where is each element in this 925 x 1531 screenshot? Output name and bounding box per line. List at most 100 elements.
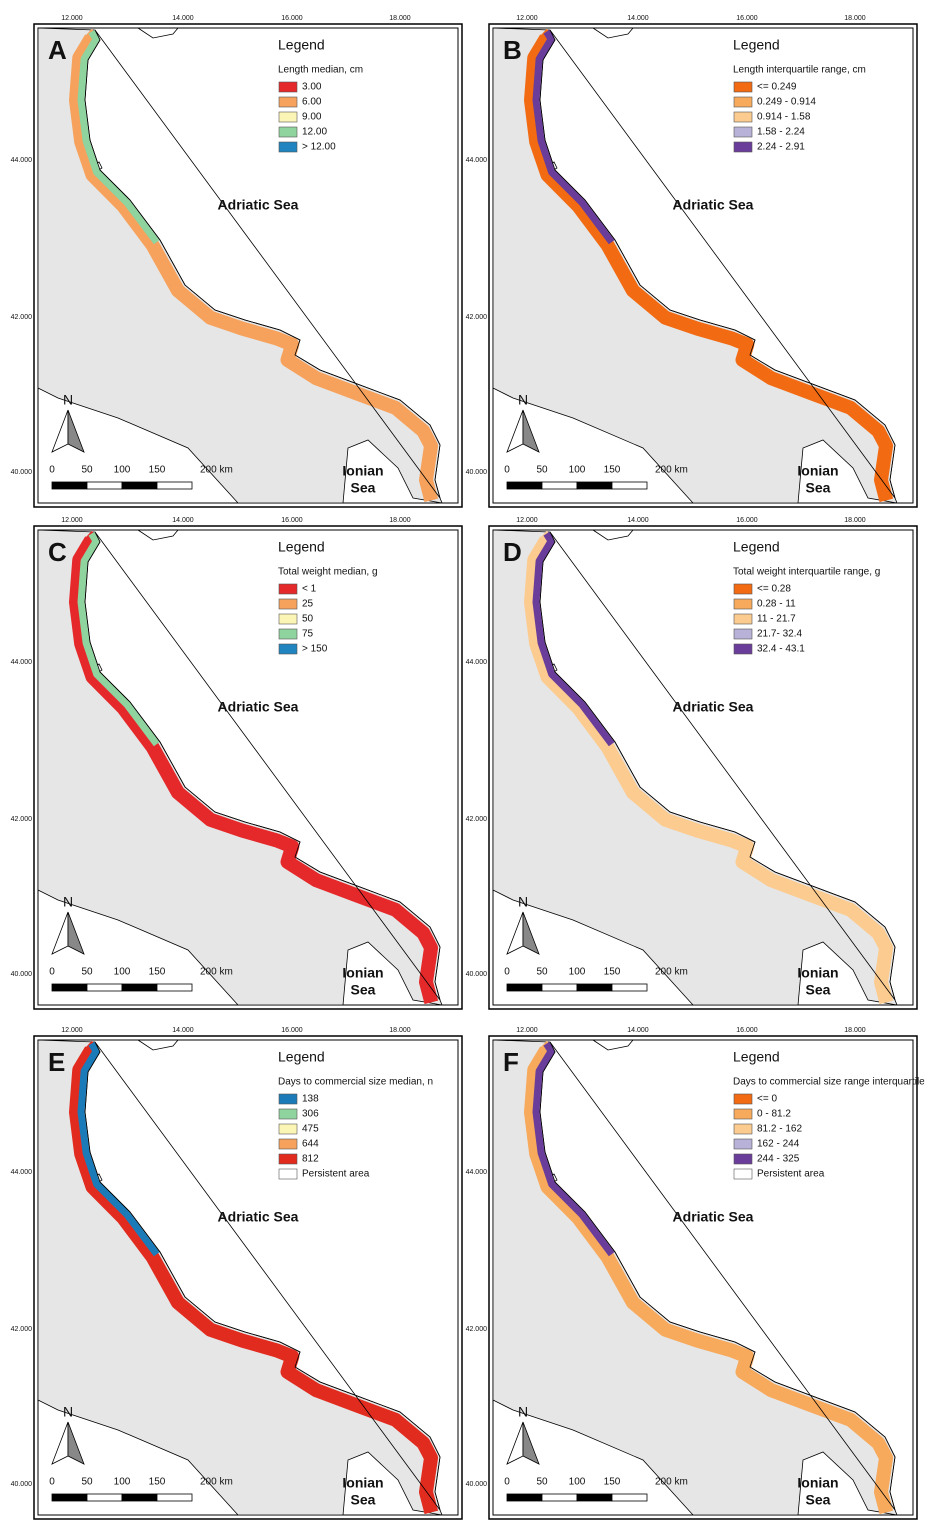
panel-letter: D xyxy=(503,537,522,567)
legend-swatch xyxy=(733,1108,753,1120)
panel-letter: A xyxy=(48,35,67,65)
scale-label: 0 xyxy=(504,1477,510,1488)
legend-heading: Legend xyxy=(278,37,325,53)
legend-swatch xyxy=(278,1123,298,1135)
legend-label: 138 xyxy=(302,1094,319,1105)
legend-subtitle: Length median, cm xyxy=(278,65,363,76)
panel-letter: C xyxy=(48,537,67,567)
land-outline xyxy=(539,1041,896,1511)
north-arrow xyxy=(522,1421,540,1465)
scale-label: 0 xyxy=(504,967,510,978)
habitat-band xyxy=(77,29,160,245)
sea-label: Adriatic Sea xyxy=(673,1209,754,1225)
scale-bar xyxy=(611,983,648,992)
scale-label: 0 xyxy=(49,1477,55,1488)
map-panel: F Legend Days to commercial size range int… xyxy=(466,1027,925,1520)
lon-tick: 12.000 xyxy=(516,1027,538,1034)
sea-label: Ionian xyxy=(797,1475,838,1491)
legend-swatch xyxy=(278,1093,298,1105)
lon-tick: 16.000 xyxy=(736,15,758,22)
lon-tick: 18.000 xyxy=(389,15,411,22)
scale-bar xyxy=(611,481,648,490)
scale-bar xyxy=(576,983,613,992)
legend-label: 32.4 - 43.1 xyxy=(757,644,805,655)
sea-label: Ionian xyxy=(797,463,838,479)
scale-bar xyxy=(86,1493,123,1502)
scale-bar xyxy=(506,1493,543,1502)
opposite-coast xyxy=(137,27,179,39)
panel-letter: E xyxy=(48,1047,65,1077)
habitat-band xyxy=(69,28,439,503)
north-label: N xyxy=(518,1404,528,1420)
lat-tick: 42.000 xyxy=(466,1326,488,1333)
habitat-band xyxy=(524,530,894,1005)
legend-subtitle: Length interquartile range, cm xyxy=(733,65,866,76)
sea-label: Ionian xyxy=(342,965,383,981)
lon-tick: 12.000 xyxy=(516,15,538,22)
legend-label: 244 - 325 xyxy=(757,1154,800,1165)
lon-tick: 18.000 xyxy=(844,517,866,524)
legend-label: <= 0.249 xyxy=(757,82,797,93)
legend-swatch xyxy=(733,96,753,108)
scale-bar xyxy=(541,1493,578,1502)
map-panel: B Legend Length interquartile range, cm <= … xyxy=(466,15,918,508)
sea-label: Ionian xyxy=(342,1475,383,1491)
habitat-band xyxy=(77,1041,160,1257)
scale-label: 200 km xyxy=(200,1477,233,1488)
lon-tick: 14.000 xyxy=(627,15,649,22)
lat-tick: 42.000 xyxy=(466,816,488,823)
lat-tick: 40.000 xyxy=(466,1481,488,1488)
habitat-band xyxy=(524,28,894,503)
legend-label: 2.24 - 2.91 xyxy=(757,142,805,153)
legend-subtitle: Days to commercial size range interquart… xyxy=(733,1077,925,1088)
land-outline xyxy=(539,29,896,499)
north-arrow xyxy=(522,911,540,955)
lon-tick: 12.000 xyxy=(61,517,83,524)
lat-tick: 40.000 xyxy=(11,971,33,978)
north-label: N xyxy=(518,894,528,910)
sea-label: Ionian xyxy=(797,965,838,981)
habitat-band xyxy=(524,1040,894,1515)
legend-heading: Legend xyxy=(733,37,780,53)
legend-label: 25 xyxy=(302,599,314,610)
legend-swatch xyxy=(733,1093,753,1105)
panel-letter: B xyxy=(503,35,522,65)
opposite-coast xyxy=(592,1039,634,1051)
lat-tick: 44.000 xyxy=(11,1169,33,1176)
legend-label: Persistent area xyxy=(302,1169,370,1180)
scale-bar xyxy=(51,481,88,490)
lon-tick: 14.000 xyxy=(172,15,194,22)
map-panel: C Legend Total weight median, g < 1 25 50 75 > … xyxy=(11,517,463,1010)
lon-tick: 14.000 xyxy=(627,1027,649,1034)
scale-label: 50 xyxy=(81,465,93,476)
scale-bar xyxy=(86,481,123,490)
legend-label: <= 0 xyxy=(757,1094,777,1105)
sea-label: Sea xyxy=(806,982,831,998)
legend-label: > 12.00 xyxy=(302,142,336,153)
legend-label: 3.00 xyxy=(302,82,322,93)
lon-tick: 16.000 xyxy=(281,15,303,22)
sea-label: Adriatic Sea xyxy=(218,699,299,715)
lon-tick: 18.000 xyxy=(389,517,411,524)
sea-label: Adriatic Sea xyxy=(218,1209,299,1225)
legend-swatch xyxy=(733,643,753,655)
habitat-band xyxy=(532,531,615,747)
legend-label: Persistent area xyxy=(757,1169,825,1180)
north-label: N xyxy=(63,392,73,408)
scale-bar xyxy=(121,1493,158,1502)
legend-swatch xyxy=(278,96,298,108)
lat-tick: 42.000 xyxy=(11,1326,33,1333)
scale-label: 100 xyxy=(569,465,586,476)
land-outline xyxy=(84,531,441,1001)
north-label: N xyxy=(63,894,73,910)
lat-tick: 40.000 xyxy=(11,469,33,476)
scale-label: 50 xyxy=(536,1477,548,1488)
scale-bar xyxy=(51,983,88,992)
scale-bar xyxy=(541,481,578,490)
land-outline xyxy=(84,29,441,499)
scale-label: 100 xyxy=(114,967,131,978)
panel-letter: F xyxy=(503,1047,519,1077)
scale-bar xyxy=(121,983,158,992)
scale-bar xyxy=(51,1493,88,1502)
